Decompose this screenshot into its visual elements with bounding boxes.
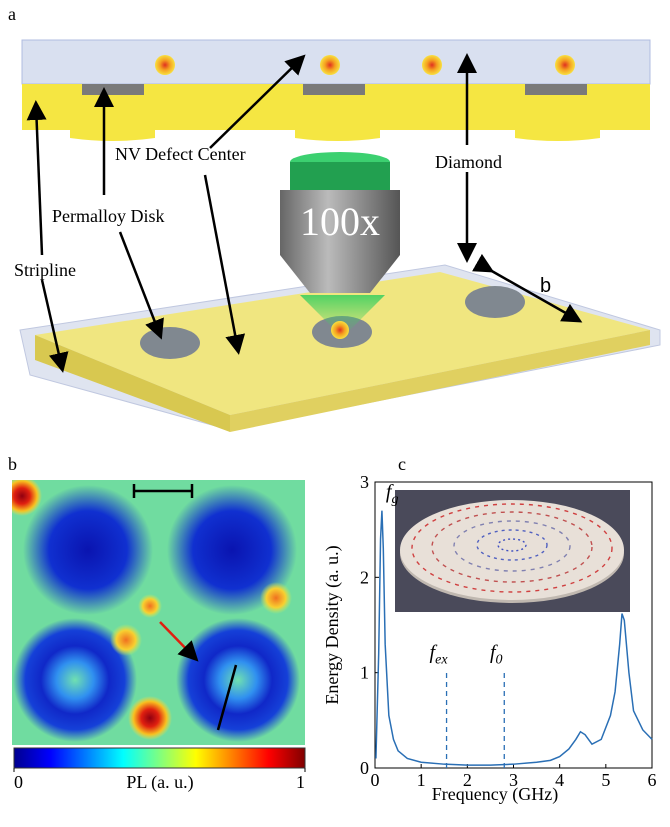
colorbar-label: PL (a. u.) [126, 772, 193, 793]
y-tick-label: 1 [360, 663, 369, 683]
scale-bar [132, 484, 194, 498]
x-tick-label: 5 [601, 770, 610, 790]
x-tick-label: 4 [555, 770, 564, 790]
label: Diamond [435, 152, 502, 172]
disk-bumps [70, 130, 600, 141]
pl-map: b 0 1 PL (a. u.) [8, 454, 306, 793]
data-line [375, 510, 653, 766]
annotation-sub: ex [435, 653, 448, 668]
arrow [40, 279, 69, 373]
x-tick-label: 2 [463, 770, 472, 790]
slab-front [35, 335, 230, 432]
arrow [26, 100, 47, 256]
x-tick-label: 1 [417, 770, 426, 790]
annotation-text: f [490, 642, 498, 664]
laser-beam [300, 295, 385, 330]
label: NV Defect Center [115, 144, 246, 164]
y-tick-label: 3 [360, 472, 369, 492]
annotation-sub: 0 [496, 653, 503, 668]
x-tick-label: 0 [371, 770, 380, 790]
arrow [209, 54, 306, 149]
inset-disk [400, 500, 624, 600]
x-axis-label: Frequency (GHz) [432, 784, 558, 805]
x-tick-label: 3 [509, 770, 518, 790]
panel-label: a [8, 4, 16, 24]
annotation-text: f [386, 481, 394, 503]
colorbar-tick-label: 0 [14, 772, 23, 792]
red-arrow [159, 621, 199, 662]
colorbar-tick-label: 1 [296, 772, 305, 792]
objective-label: 100x [300, 199, 380, 244]
label: b [540, 275, 551, 297]
energy-chart: c Frequency (GHz) Energy Density (a. u.)… [322, 454, 657, 805]
annotation: fex [430, 642, 449, 668]
colorbar [13, 747, 306, 769]
y-tick-label: 2 [360, 567, 369, 587]
panel-label: c [398, 454, 406, 474]
label: Stripline [14, 260, 76, 280]
panel-label: b [8, 454, 17, 474]
arrow [118, 231, 164, 340]
label: Permalloy Disk [52, 206, 165, 226]
y-axis-label: Energy Density (a. u.) [322, 545, 343, 704]
lens-band [290, 162, 390, 190]
dimension-arrow [472, 253, 583, 323]
x-tick-label: 6 [648, 770, 657, 790]
annotation: f0 [490, 642, 503, 668]
slab-side [230, 330, 650, 432]
annotation-sub: g [391, 492, 398, 507]
inset-vortex [411, 503, 613, 593]
arrow [203, 174, 246, 355]
y-tick-label: 0 [360, 758, 369, 778]
annotation-text: f [430, 642, 438, 664]
objective [280, 190, 400, 293]
line-cut [216, 664, 238, 731]
annotation: fg [386, 481, 399, 507]
schematic: a 100x NV Defect Center Diamond Permallo… [8, 4, 661, 432]
nv-focus [331, 321, 349, 339]
